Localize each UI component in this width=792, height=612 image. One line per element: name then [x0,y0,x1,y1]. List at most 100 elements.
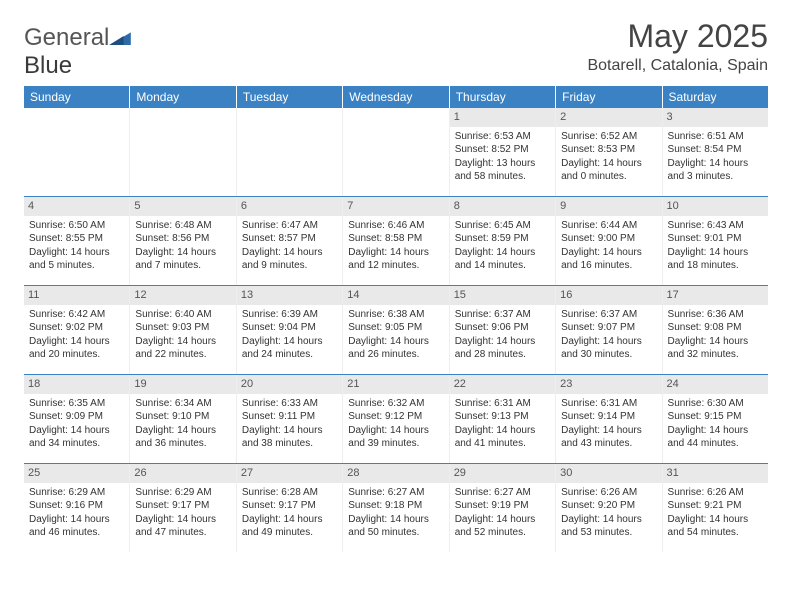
daylight-line: Daylight: 14 hours and 5 minutes. [29,246,124,273]
calendar-cell: 18Sunrise: 6:35 AMSunset: 9:09 PMDayligh… [24,375,130,463]
sunset-line: Sunset: 9:21 PM [668,499,763,513]
calendar-cell: 20Sunrise: 6:33 AMSunset: 9:11 PMDayligh… [237,375,343,463]
calendar-cell: 6Sunrise: 6:47 AMSunset: 8:57 PMDaylight… [237,197,343,285]
day-number: 24 [663,375,768,394]
sunset-line: Sunset: 8:52 PM [455,143,550,157]
sunrise-line: Sunrise: 6:26 AM [668,486,763,500]
day-number: 20 [237,375,342,394]
brand-triangle-icon [109,24,131,51]
calendar-cell: 17Sunrise: 6:36 AMSunset: 9:08 PMDayligh… [663,286,768,374]
calendar-cell: 25Sunrise: 6:29 AMSunset: 9:16 PMDayligh… [24,464,130,552]
sunset-line: Sunset: 9:14 PM [561,410,656,424]
sunset-line: Sunset: 9:18 PM [348,499,443,513]
day-number: 15 [450,286,555,305]
sunset-line: Sunset: 8:53 PM [561,143,656,157]
calendar-cell: 24Sunrise: 6:30 AMSunset: 9:15 PMDayligh… [663,375,768,463]
sunrise-line: Sunrise: 6:38 AM [348,308,443,322]
calendar-cell: 3Sunrise: 6:51 AMSunset: 8:54 PMDaylight… [663,108,768,196]
calendar-cell: 1Sunrise: 6:53 AMSunset: 8:52 PMDaylight… [450,108,556,196]
daylight-line: Daylight: 14 hours and 24 minutes. [242,335,337,362]
daylight-line: Daylight: 14 hours and 38 minutes. [242,424,337,451]
sunset-line: Sunset: 8:57 PM [242,232,337,246]
sunrise-line: Sunrise: 6:52 AM [561,130,656,144]
calendar-cell: 30Sunrise: 6:26 AMSunset: 9:20 PMDayligh… [556,464,662,552]
day-number: 31 [663,464,768,483]
daylight-line: Daylight: 14 hours and 30 minutes. [561,335,656,362]
sunrise-line: Sunrise: 6:53 AM [455,130,550,144]
day-number: 17 [663,286,768,305]
calendar-week: 25Sunrise: 6:29 AMSunset: 9:16 PMDayligh… [24,464,768,552]
sunrise-line: Sunrise: 6:28 AM [242,486,337,500]
sunrise-line: Sunrise: 6:26 AM [561,486,656,500]
daylight-line: Daylight: 14 hours and 20 minutes. [29,335,124,362]
header: General Blue May 2025 Botarell, Cataloni… [24,18,768,80]
sunrise-line: Sunrise: 6:39 AM [242,308,337,322]
sunset-line: Sunset: 9:06 PM [455,321,550,335]
weekday-header: Saturday [663,86,768,108]
calendar-cell: 23Sunrise: 6:31 AMSunset: 9:14 PMDayligh… [556,375,662,463]
weekday-header: Thursday [450,86,556,108]
weekday-header-row: SundayMondayTuesdayWednesdayThursdayFrid… [24,86,768,108]
calendar-body: ....1Sunrise: 6:53 AMSunset: 8:52 PMDayl… [24,108,768,552]
day-number: 22 [450,375,555,394]
daylight-line: Daylight: 14 hours and 39 minutes. [348,424,443,451]
day-number: 19 [130,375,235,394]
calendar-cell: 16Sunrise: 6:37 AMSunset: 9:07 PMDayligh… [556,286,662,374]
daylight-line: Daylight: 14 hours and 16 minutes. [561,246,656,273]
sunset-line: Sunset: 9:01 PM [668,232,763,246]
daylight-line: Daylight: 14 hours and 3 minutes. [668,157,763,184]
daylight-line: Daylight: 14 hours and 32 minutes. [668,335,763,362]
calendar-cell: 29Sunrise: 6:27 AMSunset: 9:19 PMDayligh… [450,464,556,552]
calendar-cell: 14Sunrise: 6:38 AMSunset: 9:05 PMDayligh… [343,286,449,374]
day-number: 12 [130,286,235,305]
day-number: 16 [556,286,661,305]
daylight-line: Daylight: 14 hours and 34 minutes. [29,424,124,451]
sunset-line: Sunset: 9:03 PM [135,321,230,335]
calendar-cell: 9Sunrise: 6:44 AMSunset: 9:00 PMDaylight… [556,197,662,285]
sunrise-line: Sunrise: 6:35 AM [29,397,124,411]
calendar-week: ....1Sunrise: 6:53 AMSunset: 8:52 PMDayl… [24,108,768,197]
sunset-line: Sunset: 9:09 PM [29,410,124,424]
day-number: 7 [343,197,448,216]
calendar-cell: 10Sunrise: 6:43 AMSunset: 9:01 PMDayligh… [663,197,768,285]
daylight-line: Daylight: 14 hours and 47 minutes. [135,513,230,540]
sunset-line: Sunset: 9:16 PM [29,499,124,513]
day-number: 10 [663,197,768,216]
calendar-cell: 19Sunrise: 6:34 AMSunset: 9:10 PMDayligh… [130,375,236,463]
sunrise-line: Sunrise: 6:31 AM [455,397,550,411]
sunset-line: Sunset: 9:08 PM [668,321,763,335]
calendar-cell: 27Sunrise: 6:28 AMSunset: 9:17 PMDayligh… [237,464,343,552]
calendar-cell: 26Sunrise: 6:29 AMSunset: 9:17 PMDayligh… [130,464,236,552]
calendar-cell: 5Sunrise: 6:48 AMSunset: 8:56 PMDaylight… [130,197,236,285]
sunset-line: Sunset: 9:10 PM [135,410,230,424]
day-number: 27 [237,464,342,483]
calendar-week: 18Sunrise: 6:35 AMSunset: 9:09 PMDayligh… [24,375,768,464]
daylight-line: Daylight: 14 hours and 41 minutes. [455,424,550,451]
weekday-header: Tuesday [237,86,343,108]
calendar-cell: 21Sunrise: 6:32 AMSunset: 9:12 PMDayligh… [343,375,449,463]
daylight-line: Daylight: 14 hours and 53 minutes. [561,513,656,540]
sunset-line: Sunset: 9:00 PM [561,232,656,246]
sunset-line: Sunset: 9:11 PM [242,410,337,424]
calendar-cell: 12Sunrise: 6:40 AMSunset: 9:03 PMDayligh… [130,286,236,374]
day-number: 13 [237,286,342,305]
calendar-cell: 4Sunrise: 6:50 AMSunset: 8:55 PMDaylight… [24,197,130,285]
sunset-line: Sunset: 9:17 PM [242,499,337,513]
daylight-line: Daylight: 14 hours and 22 minutes. [135,335,230,362]
sunrise-line: Sunrise: 6:50 AM [29,219,124,233]
day-number: 1 [450,108,555,127]
sunrise-line: Sunrise: 6:46 AM [348,219,443,233]
weekday-header: Wednesday [343,86,449,108]
sunset-line: Sunset: 9:20 PM [561,499,656,513]
day-number: 2 [556,108,661,127]
day-number: 5 [130,197,235,216]
title-block: May 2025 Botarell, Catalonia, Spain [587,18,768,75]
calendar-cell: . [237,108,343,196]
daylight-line: Daylight: 14 hours and 54 minutes. [668,513,763,540]
daylight-line: Daylight: 14 hours and 46 minutes. [29,513,124,540]
day-number: 26 [130,464,235,483]
daylight-line: Daylight: 14 hours and 26 minutes. [348,335,443,362]
calendar-week: 4Sunrise: 6:50 AMSunset: 8:55 PMDaylight… [24,197,768,286]
sunset-line: Sunset: 8:54 PM [668,143,763,157]
sunset-line: Sunset: 9:04 PM [242,321,337,335]
